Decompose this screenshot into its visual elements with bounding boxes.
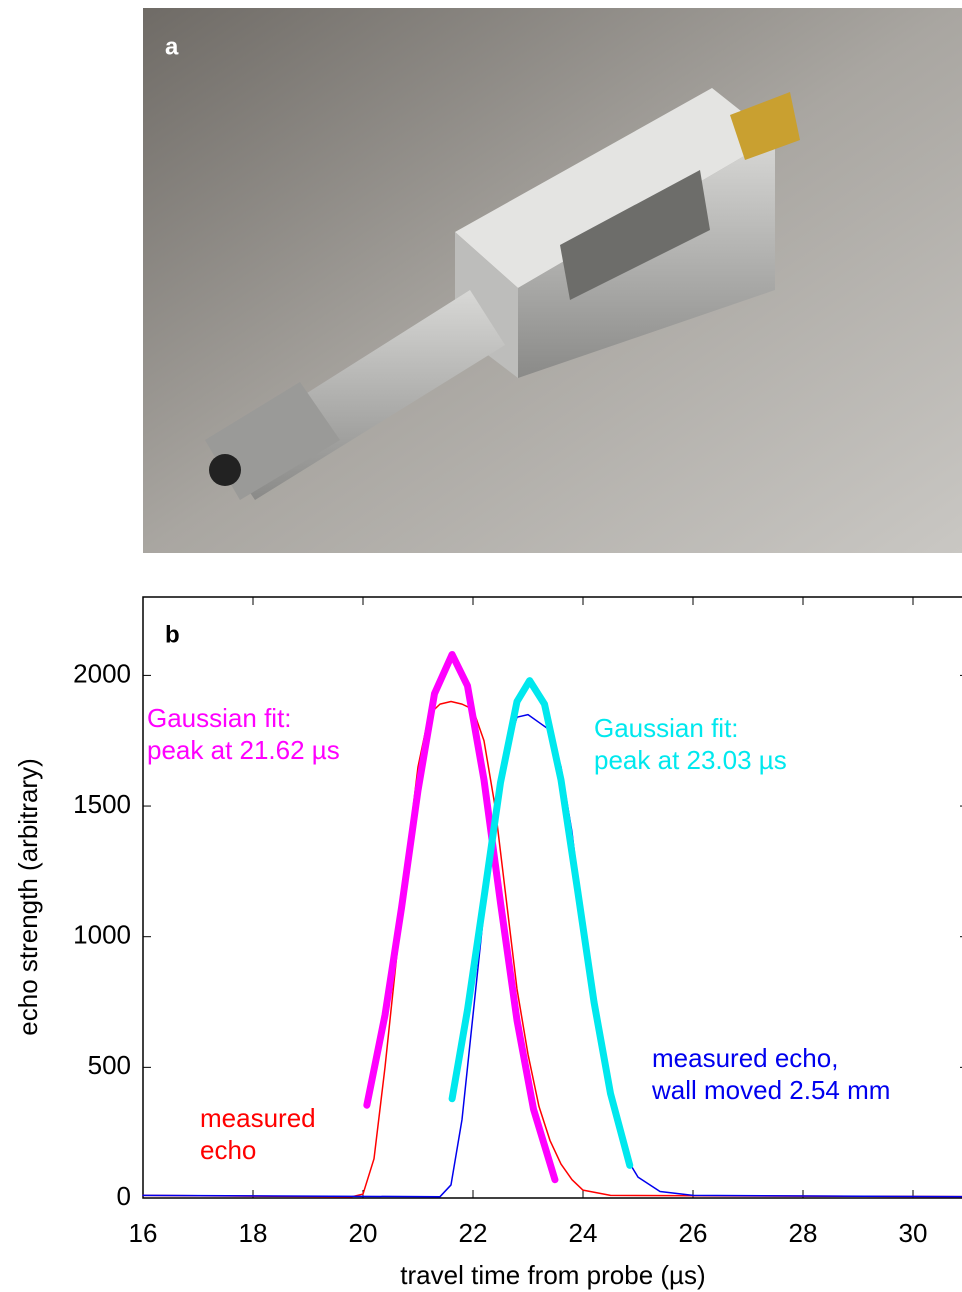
series-annotation: Gaussian fit: (594, 713, 739, 743)
series-annotation: Gaussian fit: (147, 703, 292, 733)
series-annotation: peak at 21.62 µs (147, 735, 340, 765)
y-tick-label: 0 (117, 1181, 131, 1211)
x-axis-title: travel time from probe (µs) (400, 1260, 705, 1290)
x-tick-label: 26 (679, 1218, 708, 1248)
line-series (363, 650, 559, 1184)
x-tick-label: 20 (349, 1218, 378, 1248)
photo: a (143, 8, 962, 553)
y-tick-label: 2000 (73, 658, 131, 688)
series-annotation: measured echo, (652, 1043, 838, 1073)
series-annotation: measured (200, 1103, 316, 1133)
series-annotation: wall moved 2.54 mm (651, 1075, 890, 1105)
x-tick-label: 22 (459, 1218, 488, 1248)
x-tick-label: 16 (129, 1218, 158, 1248)
y-tick-label: 1000 (73, 920, 131, 950)
x-tick-label: 18 (239, 1218, 268, 1248)
y-tick-label: 500 (88, 1050, 131, 1080)
panel-label: a (165, 33, 179, 60)
y-axis-title: echo strength (arbitrary) (13, 758, 43, 1035)
panel-label: b (165, 621, 180, 648)
y-tick-label: 1500 (73, 789, 131, 819)
series-annotation: echo (200, 1135, 256, 1165)
x-tick-label: 30 (899, 1218, 928, 1248)
series-annotation: peak at 23.03 µs (594, 745, 787, 775)
x-tick-label: 24 (569, 1218, 598, 1248)
line-series (448, 677, 634, 1169)
x-tick-label: 28 (789, 1218, 818, 1248)
plot-frame (142, 596, 962, 1199)
